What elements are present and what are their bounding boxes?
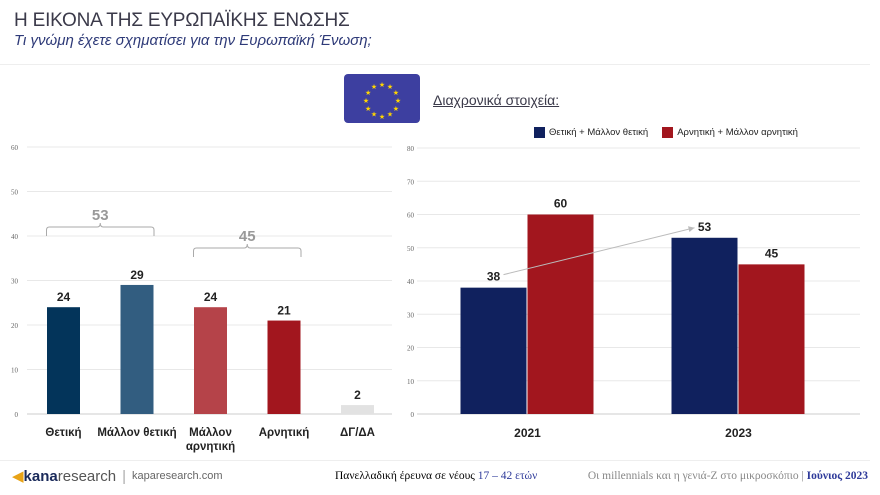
legend-item-negative: Αρνητική + Μάλλον αρνητική: [662, 127, 798, 138]
bar: [120, 284, 154, 414]
kapa-logo: ◀kanaresearch: [12, 468, 117, 485]
bar: [527, 214, 594, 414]
x-tick-label: αρνητική: [186, 441, 235, 453]
y-tick-label: 0: [411, 411, 415, 419]
y-tick-label: 50: [407, 245, 415, 253]
y-tick-label: 30: [11, 278, 19, 286]
star-icon: ★: [365, 105, 371, 113]
y-tick-label: 20: [407, 345, 415, 353]
page-title: Η ΕΙΚΟΝΑ ΤΗΣ ΕΥΡΩΠΑΪΚΗΣ ΕΝΩΣΗΣ: [14, 10, 350, 31]
y-tick-label: 30: [407, 311, 415, 319]
legend: Θετική + Μάλλον θετική Αρνητική + Μάλλον…: [534, 127, 798, 138]
star-icon: ★: [379, 113, 385, 121]
data-label: 24: [204, 290, 218, 304]
star-icon: ★: [363, 97, 369, 105]
bar: [267, 320, 301, 414]
legend-label: Αρνητική + Μάλλον αρνητική: [677, 127, 798, 138]
y-tick-label: 20: [11, 322, 19, 330]
survey-info: Πανελλαδική έρευνα σε νέους 17 – 42 ετών: [335, 470, 537, 482]
data-label: 60: [554, 197, 568, 211]
x-tick-label: 2021: [514, 426, 541, 440]
website-link[interactable]: kaparesearch.com: [132, 470, 223, 482]
y-tick-label: 60: [11, 144, 19, 152]
legend-item-positive: Θετική + Μάλλον θετική: [534, 127, 648, 138]
data-label: 45: [765, 246, 779, 260]
star-icon: ★: [387, 83, 393, 91]
divider: [0, 64, 870, 65]
bar: [738, 264, 805, 414]
bar: [460, 287, 527, 414]
data-label: 29: [130, 268, 144, 282]
y-tick-label: 60: [407, 212, 415, 220]
x-tick-label: ΔΓ/ΔΑ: [340, 427, 375, 439]
y-tick-label: 50: [11, 189, 19, 197]
bracket: [46, 222, 155, 236]
project-text: Οι millennials και η γενιά-Ζ στο μικροσκ…: [587, 470, 807, 482]
data-label: 2: [354, 388, 361, 402]
trend-arrow: [503, 226, 695, 276]
bar: [194, 307, 227, 414]
star-icon: ★: [387, 111, 393, 119]
bracket-label: 53: [92, 207, 109, 224]
bar: [671, 237, 738, 414]
y-tick-label: 0: [15, 411, 19, 419]
x-tick-label: Μάλλον θετική: [97, 427, 176, 439]
y-tick-label: 40: [407, 278, 415, 286]
bracket: [193, 243, 302, 257]
page-subtitle: Τι γνώμη έχετε σχηματίσει για την Ευρωπα…: [14, 32, 372, 49]
survey-ages: 17 – 42 ετών: [477, 470, 538, 482]
bar: [341, 405, 374, 414]
bar: [47, 307, 80, 414]
x-tick-label: Θετική: [45, 427, 81, 439]
data-label: 21: [277, 304, 291, 318]
bracket-label: 45: [239, 228, 256, 245]
star-icon: ★: [393, 105, 399, 113]
footer-brand: ◀kanaresearch | kaparesearch.com: [12, 467, 223, 486]
data-label: 24: [57, 290, 71, 304]
legend-label: Θετική + Μάλλον θετική: [549, 127, 649, 138]
x-tick-label: Αρνητική: [259, 427, 310, 439]
star-icon: ★: [371, 83, 377, 91]
y-tick-label: 80: [407, 145, 415, 153]
star-icon: ★: [371, 111, 377, 119]
x-tick-label: Μάλλον: [189, 427, 232, 439]
project-info: Οι millennials και η γενιά-Ζ στο μικροσκ…: [588, 470, 868, 482]
data-label: 38: [487, 270, 501, 284]
star-icon: ★: [379, 81, 385, 89]
data-label: 53: [698, 220, 712, 234]
legend-swatch: [534, 127, 545, 138]
star-icon: ★: [395, 97, 401, 105]
y-tick-label: 40: [11, 233, 19, 241]
y-tick-label: 70: [407, 178, 415, 186]
x-tick-label: 2023: [725, 426, 752, 440]
divider: |: [122, 467, 127, 485]
history-label: Διαχρονικά στοιχεία:: [433, 92, 560, 108]
date-text: Ιούνιος 2023: [806, 470, 868, 482]
divider: [0, 460, 870, 461]
star-icon: ★: [365, 89, 371, 97]
y-tick-label: 10: [407, 378, 415, 386]
legend-swatch: [662, 127, 674, 138]
y-tick-label: 10: [11, 367, 19, 375]
eu-flag-icon: ★ ★ ★ ★ ★ ★ ★ ★ ★ ★ ★ ★: [344, 74, 420, 123]
survey-text: Πανελλαδική έρευνα σε νέους: [335, 470, 478, 482]
star-icon: ★: [393, 89, 399, 97]
